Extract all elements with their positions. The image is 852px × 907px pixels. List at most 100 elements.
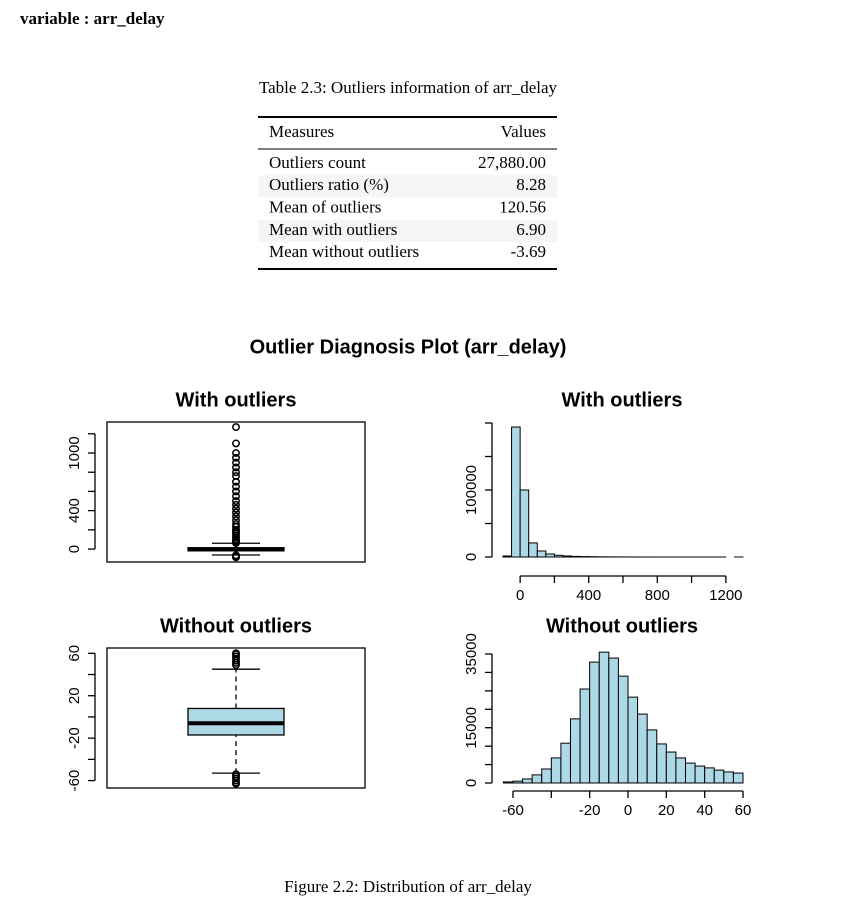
outlier: [232, 497, 240, 505]
table-cell: Outliers count: [269, 153, 366, 172]
table-cell: 120.56: [499, 198, 546, 217]
outlier: [232, 449, 240, 457]
table-cell: Mean without outliers: [269, 242, 419, 261]
row-stripe: [258, 219, 557, 242]
bar: [562, 555, 573, 558]
chart-title: With outliers: [562, 389, 683, 411]
chart-title: Without outliers: [160, 615, 312, 637]
bar: [646, 729, 658, 784]
y-tick-label: 100000: [463, 465, 480, 515]
outlier: [232, 463, 240, 472]
bar: [617, 675, 629, 784]
x-tick-label: 40: [696, 802, 713, 819]
outlier: [232, 472, 240, 481]
bar: [511, 426, 521, 558]
y-tick-label: 60: [66, 645, 83, 662]
table-header: Measures: [269, 122, 334, 141]
bar: [637, 713, 648, 784]
outlier: [232, 492, 240, 501]
bar: [656, 743, 667, 784]
table-header: Values: [501, 122, 546, 141]
bar: [512, 780, 524, 784]
outlier: [232, 468, 240, 477]
table-cell: 8.28: [516, 175, 546, 194]
header-title: variable : arr_delay: [20, 9, 165, 28]
plot-frame: [106, 421, 366, 563]
bar: [550, 757, 562, 784]
bar: [579, 688, 591, 784]
x-tick-label: 400: [576, 587, 601, 604]
bar: [571, 555, 581, 558]
table-cell: -3.69: [511, 242, 546, 261]
outlier: [232, 487, 240, 496]
y-tick-label: 1000: [66, 436, 83, 469]
outlier: [232, 508, 240, 517]
table-cell: Outliers ratio (%): [269, 175, 389, 194]
figure-caption: Figure 2.2: Distribution of arr_delay: [284, 877, 532, 896]
bar: [694, 765, 706, 784]
x-tick-label: 0: [516, 587, 524, 604]
bar: [713, 769, 725, 784]
bar: [560, 742, 571, 784]
outlier: [232, 512, 240, 521]
bar: [531, 774, 543, 784]
bar: [589, 661, 600, 784]
bar: [665, 751, 677, 784]
y-tick-label: 35000: [463, 633, 480, 675]
bar: [545, 553, 555, 558]
y-tick-label: 0: [66, 545, 83, 553]
bar: [704, 767, 715, 784]
row-stripe: [258, 175, 557, 198]
bar: [675, 757, 686, 784]
y-tick-label: 15000: [463, 707, 480, 749]
bar: [536, 550, 547, 558]
outlier: [232, 770, 240, 779]
table-cell: 6.90: [516, 220, 546, 239]
bar: [723, 771, 734, 784]
bar: [522, 778, 533, 784]
outlier: [232, 500, 240, 509]
y-tick-label: -60: [66, 770, 83, 792]
outlier: [232, 551, 240, 560]
table-cell: 27,880.00: [478, 153, 546, 172]
outlier: [232, 423, 240, 432]
x-tick-label: -20: [579, 802, 601, 819]
bar: [519, 489, 530, 558]
bar: [684, 762, 696, 784]
outlier: [232, 439, 240, 448]
chart-title: With outliers: [176, 389, 297, 411]
y-tick-label: 20: [66, 687, 83, 704]
chart-title: Without outliers: [546, 615, 698, 637]
bar: [553, 554, 564, 558]
outlier: [232, 516, 240, 525]
bar: [502, 555, 513, 558]
x-tick-label: 20: [658, 802, 675, 819]
bar: [732, 772, 744, 784]
x-tick-label: 1200: [709, 587, 742, 604]
y-tick-label: 0: [463, 779, 480, 787]
bar: [627, 696, 639, 784]
plot-frame: [106, 647, 366, 789]
x-tick-label: -60: [502, 802, 524, 819]
y-tick-label: 400: [66, 498, 83, 523]
bar: [569, 718, 581, 784]
bar: [608, 657, 619, 784]
bar: [502, 781, 514, 784]
outlier: [232, 649, 240, 658]
y-tick-label: -20: [66, 727, 83, 749]
outlier: [232, 453, 240, 462]
outlier: [232, 504, 240, 513]
x-tick-label: 60: [735, 802, 752, 819]
table-cell: Mean of outliers: [269, 198, 381, 217]
bar: [598, 651, 610, 784]
outlier: [232, 458, 240, 467]
y-tick-label: 0: [463, 553, 480, 561]
x-tick-label: 0: [624, 802, 632, 819]
bar: [541, 768, 552, 784]
table-caption: Table 2.3: Outliers information of arr_d…: [259, 78, 558, 97]
figure-title: Outlier Diagnosis Plot (arr_delay): [250, 336, 567, 358]
x-tick-label: 800: [645, 587, 670, 604]
table-cell: Mean with outliers: [269, 220, 397, 239]
outlier: [232, 520, 240, 529]
